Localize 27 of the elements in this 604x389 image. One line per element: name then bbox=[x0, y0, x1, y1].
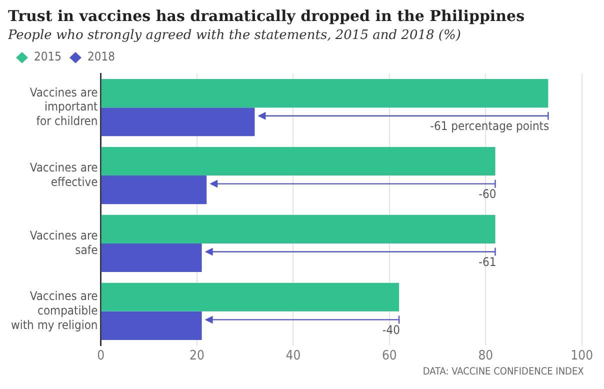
y-tick-label: Vaccines are safe bbox=[30, 228, 98, 257]
legend-label: 2015 bbox=[34, 50, 62, 64]
bar bbox=[101, 79, 548, 108]
annotation: -40 bbox=[382, 322, 400, 337]
y-tick-label: Vaccines are compatible with my religion bbox=[10, 289, 98, 332]
bar bbox=[101, 146, 496, 176]
annotation: -61 bbox=[478, 254, 496, 269]
bar bbox=[101, 282, 400, 312]
bar bbox=[101, 214, 496, 244]
y-tick-label: Vaccines are important for children bbox=[30, 85, 98, 128]
x-tick-label: 20 bbox=[190, 348, 204, 364]
text: DATA: VACCINE CONFIDENCE INDEX bbox=[422, 366, 584, 378]
bar bbox=[101, 311, 202, 340]
bar bbox=[101, 176, 207, 204]
bar bbox=[101, 108, 255, 136]
x-tick-label: 40 bbox=[286, 348, 301, 364]
y-tick-label: Vaccines are effective bbox=[30, 160, 98, 189]
x-tick-label: 0 bbox=[97, 348, 105, 364]
annotation: -61 percentage points bbox=[430, 118, 550, 133]
chart-title: Trust in vaccines has dramatically dropped in the Philippines bbox=[8, 6, 525, 25]
chart-subtitle: People who strongly agreed with the statements, 2015 and 2018 (%) bbox=[7, 28, 461, 44]
x-tick-label: 100 bbox=[570, 348, 594, 364]
legend-label: 2018 bbox=[87, 50, 116, 64]
annotation: -60 bbox=[478, 186, 496, 201]
x-tick-label: 80 bbox=[478, 348, 494, 364]
bar bbox=[101, 243, 202, 272]
x-tick-label: 60 bbox=[382, 348, 397, 364]
